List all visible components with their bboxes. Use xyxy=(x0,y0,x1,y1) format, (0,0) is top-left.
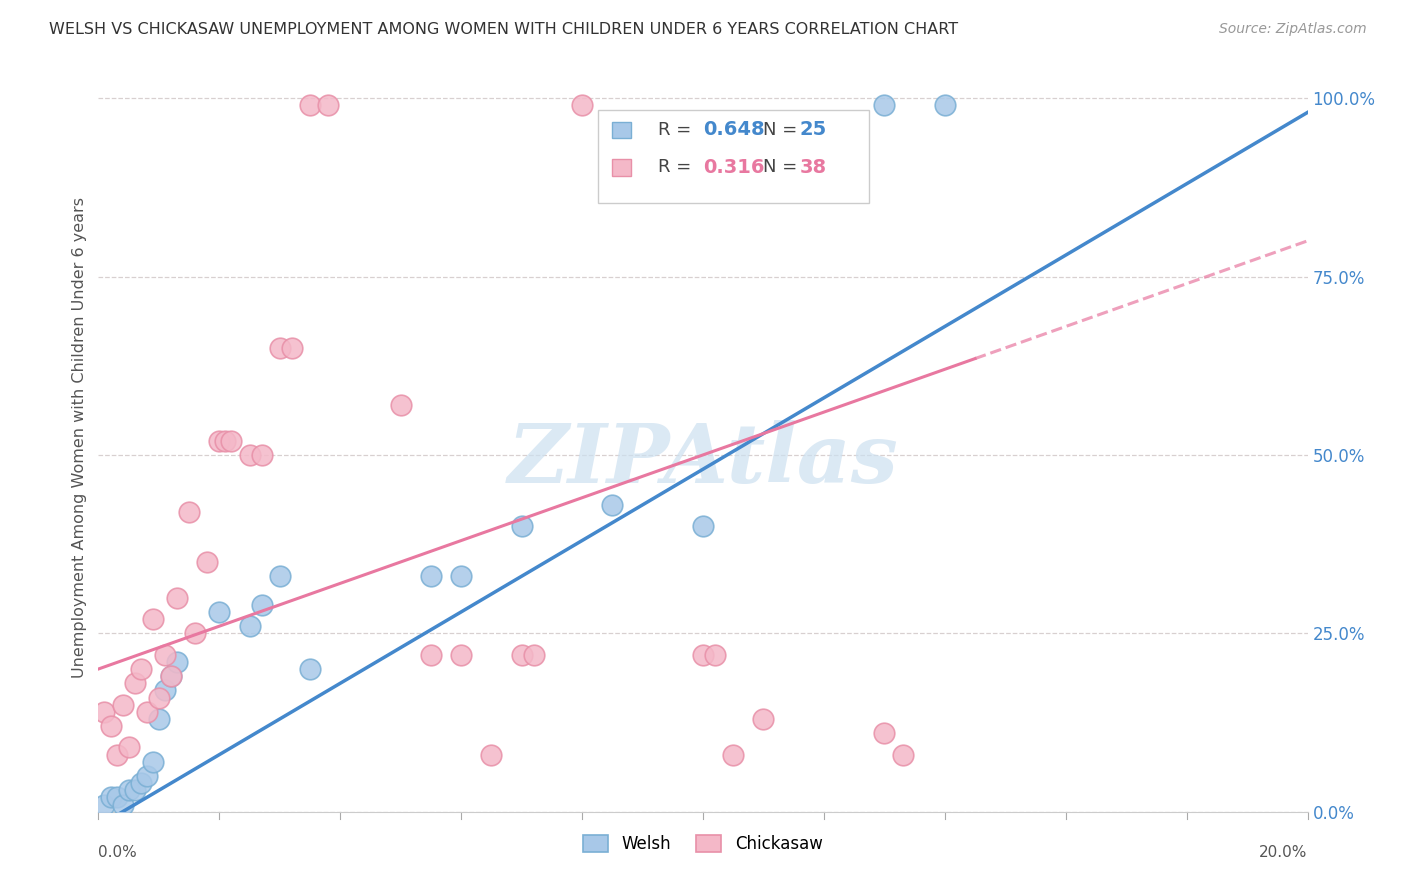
Point xyxy=(752,712,775,726)
Point xyxy=(420,648,443,662)
Point xyxy=(153,683,176,698)
Legend: Welsh, Chickasaw: Welsh, Chickasaw xyxy=(576,828,830,860)
Point xyxy=(571,98,593,112)
Point xyxy=(160,669,183,683)
Point xyxy=(160,669,183,683)
Point xyxy=(129,662,152,676)
Point xyxy=(93,797,115,812)
Point xyxy=(135,769,157,783)
Point xyxy=(873,98,896,112)
Point xyxy=(179,505,201,519)
Point xyxy=(105,790,128,805)
Point xyxy=(723,747,745,762)
Point xyxy=(934,98,956,112)
Point xyxy=(873,726,896,740)
Text: N =: N = xyxy=(763,121,803,139)
Point xyxy=(195,555,218,569)
Bar xyxy=(613,159,631,176)
Point xyxy=(208,605,231,619)
Point xyxy=(316,98,339,112)
Text: N =: N = xyxy=(763,159,803,177)
Point xyxy=(704,648,727,662)
Point xyxy=(124,783,146,797)
Point xyxy=(299,662,322,676)
Text: ZIPAtlas: ZIPAtlas xyxy=(508,419,898,500)
Point xyxy=(281,341,304,355)
Point xyxy=(239,448,262,462)
Point xyxy=(510,648,533,662)
Point xyxy=(389,398,412,412)
Bar xyxy=(613,121,631,138)
Text: 25: 25 xyxy=(800,120,827,139)
Point xyxy=(184,626,207,640)
Point xyxy=(93,705,115,719)
Point xyxy=(118,740,141,755)
Point xyxy=(148,712,170,726)
Point xyxy=(602,498,624,512)
Text: 38: 38 xyxy=(800,158,827,177)
Point xyxy=(166,655,188,669)
Point xyxy=(523,648,546,662)
Text: R =: R = xyxy=(658,121,697,139)
Point xyxy=(100,790,122,805)
Text: 0.0%: 0.0% xyxy=(98,846,138,861)
Y-axis label: Unemployment Among Women with Children Under 6 years: Unemployment Among Women with Children U… xyxy=(72,196,87,678)
Point xyxy=(148,690,170,705)
Point xyxy=(450,569,472,583)
Point xyxy=(692,648,714,662)
Point xyxy=(118,783,141,797)
FancyBboxPatch shape xyxy=(598,110,869,202)
Text: 0.316: 0.316 xyxy=(703,158,765,177)
Text: 0.648: 0.648 xyxy=(703,120,765,139)
Text: 20.0%: 20.0% xyxy=(1260,846,1308,861)
Point xyxy=(214,434,236,448)
Point xyxy=(111,698,134,712)
Point xyxy=(129,776,152,790)
Point xyxy=(105,747,128,762)
Point xyxy=(124,676,146,690)
Point xyxy=(250,598,273,612)
Point xyxy=(891,747,914,762)
Point xyxy=(510,519,533,533)
Point xyxy=(239,619,262,633)
Point xyxy=(142,612,165,626)
Point xyxy=(481,747,503,762)
Point xyxy=(269,569,291,583)
Point xyxy=(250,448,273,462)
Point xyxy=(153,648,176,662)
Point xyxy=(420,569,443,583)
Point xyxy=(142,755,165,769)
Point xyxy=(450,648,472,662)
Point xyxy=(269,341,291,355)
Text: WELSH VS CHICKASAW UNEMPLOYMENT AMONG WOMEN WITH CHILDREN UNDER 6 YEARS CORRELAT: WELSH VS CHICKASAW UNEMPLOYMENT AMONG WO… xyxy=(49,22,959,37)
Point xyxy=(166,591,188,605)
Point xyxy=(692,519,714,533)
Text: R =: R = xyxy=(658,159,697,177)
Point xyxy=(135,705,157,719)
Point xyxy=(299,98,322,112)
Point xyxy=(221,434,243,448)
Text: Source: ZipAtlas.com: Source: ZipAtlas.com xyxy=(1219,22,1367,37)
Point xyxy=(100,719,122,733)
Point xyxy=(208,434,231,448)
Point xyxy=(111,797,134,812)
